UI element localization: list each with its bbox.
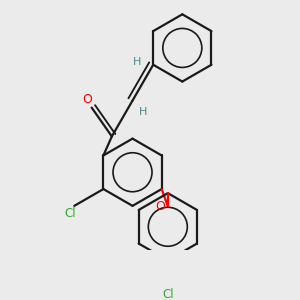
- Text: Cl: Cl: [64, 207, 76, 220]
- Text: O: O: [82, 93, 92, 106]
- Text: H: H: [133, 57, 142, 67]
- Text: Cl: Cl: [162, 288, 174, 300]
- Text: O: O: [155, 200, 165, 213]
- Text: H: H: [139, 107, 147, 117]
